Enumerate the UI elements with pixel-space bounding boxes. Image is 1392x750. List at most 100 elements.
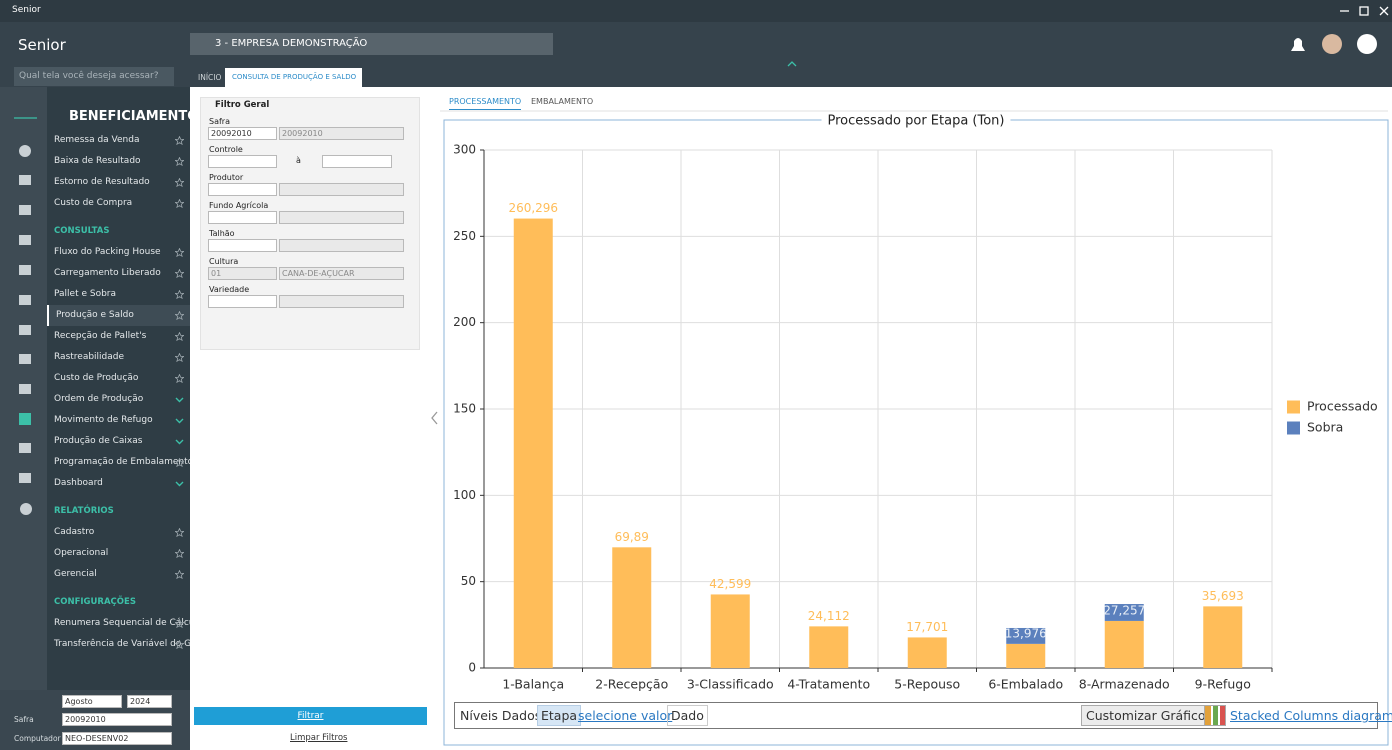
- menu-item[interactable]: Estorno de Resultado: [47, 172, 190, 193]
- favorite-icon[interactable]: [175, 570, 184, 579]
- code-input[interactable]: 20092010: [208, 127, 277, 140]
- menu-item[interactable]: Baixa de Resultado: [47, 151, 190, 172]
- rail-icon[interactable]: [19, 325, 31, 335]
- company-selector[interactable]: 3 - EMPRESA DEMONSTRAÇÃO: [190, 33, 553, 55]
- menu-item-label: Baixa de Resultado: [54, 156, 141, 166]
- month-input[interactable]: Agosto: [62, 695, 122, 708]
- code-input[interactable]: 01: [208, 267, 277, 280]
- expand-icon[interactable]: [175, 395, 184, 404]
- tab[interactable]: INÍCIO: [198, 73, 222, 82]
- favorite-icon[interactable]: [175, 157, 184, 166]
- favorite-icon[interactable]: [175, 248, 184, 257]
- favorite-icon[interactable]: [175, 640, 184, 649]
- rail-icon[interactable]: [19, 413, 31, 425]
- legend-swatch: [1287, 421, 1300, 435]
- data-label: 27,257: [1103, 603, 1145, 617]
- favorite-icon[interactable]: [175, 269, 184, 278]
- menu-item[interactable]: Pallet e Sobra: [47, 284, 190, 305]
- menu-item[interactable]: Produção de Caixas: [47, 431, 190, 452]
- rail-icon[interactable]: [19, 473, 31, 483]
- description-input: [279, 211, 404, 224]
- view-tab[interactable]: PROCESSAMENTO: [449, 97, 522, 110]
- user-menu[interactable]: [1357, 34, 1377, 54]
- favorite-icon[interactable]: [175, 374, 184, 383]
- close-icon[interactable]: [1379, 6, 1389, 16]
- code-input[interactable]: [208, 211, 277, 224]
- data-chip[interactable]: Dado: [667, 705, 708, 726]
- collapse-header[interactable]: [787, 61, 797, 67]
- menu-item[interactable]: Remessa da Venda: [47, 130, 190, 151]
- favorite-icon[interactable]: [175, 199, 184, 208]
- customize-button[interactable]: Customizar Gráfico: [1081, 705, 1211, 726]
- menu-item[interactable]: Custo de Produção: [47, 368, 190, 389]
- favorite-icon[interactable]: [175, 311, 184, 320]
- range-separator: à: [296, 156, 301, 165]
- level-selector[interactable]: selecione valor: [578, 708, 673, 723]
- menu-item[interactable]: Ordem de Produção: [47, 389, 190, 410]
- code-input[interactable]: [208, 183, 277, 196]
- period-input[interactable]: NEO-DESENV02: [62, 732, 172, 745]
- tab[interactable]: CONSULTA DE PRODUÇÃO E SALDO: [225, 68, 362, 87]
- rail-icon[interactable]: [19, 205, 31, 215]
- legend-swatch: [1287, 400, 1300, 414]
- rail-icon[interactable]: [19, 295, 31, 305]
- menu-item[interactable]: Programação de Embalamento: [47, 452, 190, 473]
- menu-item[interactable]: Dashboard: [47, 473, 190, 494]
- menu-item[interactable]: Fluxo do Packing House: [47, 242, 190, 263]
- favorite-icon[interactable]: [175, 290, 184, 299]
- menu-item-label: Fluxo do Packing House: [54, 247, 161, 257]
- year-input[interactable]: 2024: [127, 695, 172, 708]
- menu-item-label: Produção de Caixas: [54, 436, 143, 446]
- rail-icon[interactable]: [19, 384, 31, 394]
- collapse-filter[interactable]: [431, 411, 438, 425]
- menu-item[interactable]: Rastreabilidade: [47, 347, 190, 368]
- menu-item[interactable]: Carregamento Liberado: [47, 263, 190, 284]
- rail-icon[interactable]: [19, 145, 31, 157]
- period-input[interactable]: 20092010: [62, 713, 172, 726]
- chart-kind-link[interactable]: Stacked Columns diagram: [1230, 708, 1392, 723]
- favorite-icon[interactable]: [175, 332, 184, 341]
- search-box[interactable]: Qual tela você deseja acessar?: [14, 67, 174, 86]
- menu-item-label: Custo de Compra: [54, 198, 133, 208]
- expand-icon[interactable]: [175, 437, 184, 446]
- x-tick-label: 1-Balança: [502, 677, 564, 692]
- menu-item[interactable]: Produção e Saldo: [47, 305, 190, 326]
- menu-item[interactable]: Renumera Sequencial de Cálculo: [47, 613, 190, 634]
- favorite-icon[interactable]: [175, 549, 184, 558]
- favorite-icon[interactable]: [175, 528, 184, 537]
- menu-item[interactable]: Operacional: [47, 543, 190, 564]
- code-input[interactable]: [208, 295, 277, 308]
- bell-icon[interactable]: [1291, 38, 1305, 51]
- menu-item[interactable]: Cadastro: [47, 522, 190, 543]
- menu-item[interactable]: Transferência de Variável do Grupo: [47, 634, 190, 655]
- favorite-icon[interactable]: [175, 619, 184, 628]
- rail-icon[interactable]: [19, 175, 31, 185]
- field-label: Safra: [209, 117, 230, 126]
- menu-item[interactable]: Movimento de Refugo: [47, 410, 190, 431]
- level-chip[interactable]: Etapa: [537, 705, 582, 726]
- settings-icon[interactable]: [20, 503, 32, 515]
- rail-icon[interactable]: [19, 443, 31, 453]
- clear-button[interactable]: Limpar Filtros: [290, 733, 348, 743]
- rail-icon[interactable]: [19, 235, 31, 245]
- view-tab[interactable]: EMBALAMENTO: [531, 97, 594, 106]
- filter-button[interactable]: Filtrar: [194, 707, 427, 725]
- expand-icon[interactable]: [175, 416, 184, 425]
- expand-icon[interactable]: [175, 479, 184, 488]
- avatar[interactable]: [1322, 34, 1342, 54]
- favorite-icon[interactable]: [175, 458, 184, 467]
- menu-item[interactable]: Gerencial: [47, 564, 190, 585]
- favorite-icon[interactable]: [175, 136, 184, 145]
- rail-icon[interactable]: [19, 265, 31, 275]
- menu-item[interactable]: Recepção de Pallet's: [47, 326, 190, 347]
- code-input-end[interactable]: [322, 155, 392, 168]
- chart-kind-icon[interactable]: [1204, 705, 1226, 726]
- favorite-icon[interactable]: [175, 353, 184, 362]
- restore-icon[interactable]: [1359, 6, 1369, 16]
- code-input[interactable]: [208, 239, 277, 252]
- bar: [1104, 604, 1144, 621]
- menu-item[interactable]: Custo de Compra: [47, 193, 190, 214]
- favorite-icon[interactable]: [175, 178, 184, 187]
- rail-icon[interactable]: [19, 354, 31, 364]
- code-input[interactable]: [208, 155, 277, 168]
